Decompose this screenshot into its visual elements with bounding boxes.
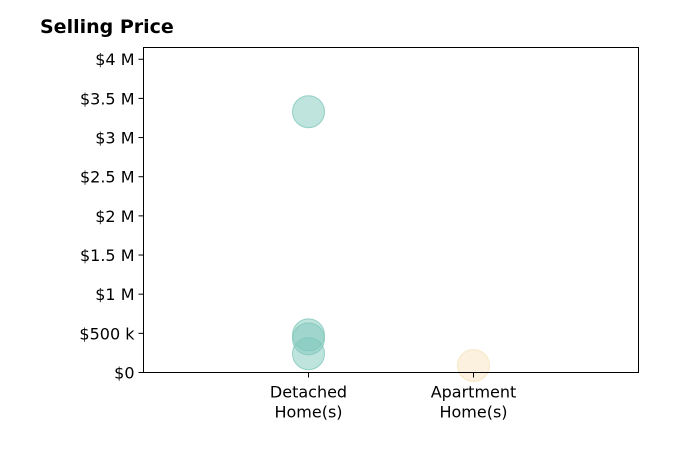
y-tick-label: $3.5 M xyxy=(80,89,135,108)
y-tick-label: $2 M xyxy=(95,207,134,226)
y-tick-label: $3 M xyxy=(95,129,134,148)
data-point xyxy=(292,337,325,371)
y-tick-label: $0 xyxy=(114,364,134,383)
chart-title: Selling Price xyxy=(40,16,174,38)
data-point xyxy=(457,348,490,382)
y-tick-label: $2.5 M xyxy=(80,168,135,187)
y-tick-label: $1.5 M xyxy=(80,246,135,265)
x-tick-label: Detached Home(s) xyxy=(270,383,347,422)
y-tick-label: $1 M xyxy=(95,285,134,304)
y-tick-label: $4 M xyxy=(95,50,134,69)
plot-frame xyxy=(143,47,639,373)
x-tick-label: Apartment Home(s) xyxy=(431,383,517,422)
y-tick-label: $500 k xyxy=(79,324,135,343)
data-points xyxy=(292,95,490,382)
data-point xyxy=(292,95,325,129)
x-axis: Detached Home(s) Apartment Home(s) xyxy=(270,372,517,422)
y-axis: $0 $500 k $1 M $1.5 M $2 M $2.5 M $3 M $3.5 M $4… xyxy=(79,50,144,383)
